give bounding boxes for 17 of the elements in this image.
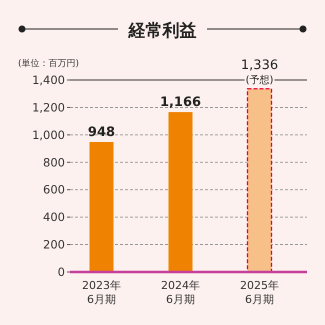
- y-tick-label: 200: [43, 238, 65, 252]
- chart-title: 経常利益: [128, 21, 196, 41]
- y-tick-label: 0: [58, 265, 65, 279]
- data-label: 1,336: [240, 58, 278, 73]
- y-axis-title: (単位：百万円): [18, 58, 80, 69]
- annotation: (予想): [246, 74, 274, 86]
- x-tick-label: 2023年 6月期: [82, 279, 121, 306]
- data-label: 948: [88, 124, 116, 140]
- y-tick-label: 1,000: [32, 128, 65, 142]
- y-tick-label: 1,400: [32, 73, 65, 87]
- x-tick-label: 2025年 6月期: [240, 279, 279, 306]
- y-tick-label: 1,200: [32, 100, 65, 114]
- x-tick-label: 2024年 6月期: [161, 279, 200, 306]
- data-label: 1,166: [160, 95, 202, 110]
- y-tick-label: 600: [43, 182, 65, 197]
- y-tick-label: 800: [43, 155, 65, 170]
- y-tick-label: 400: [43, 210, 65, 224]
